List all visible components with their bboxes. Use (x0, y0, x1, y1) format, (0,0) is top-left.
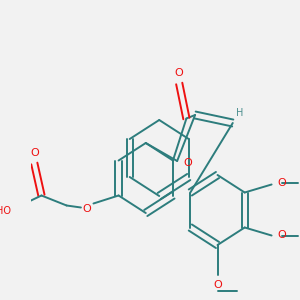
Text: O: O (82, 203, 91, 214)
Text: HO: HO (0, 206, 11, 217)
Text: O: O (277, 230, 286, 241)
Text: O: O (175, 68, 184, 79)
Text: O: O (213, 280, 222, 290)
Text: H: H (236, 108, 244, 118)
Text: O: O (184, 158, 192, 168)
Text: O: O (277, 178, 286, 188)
Text: O: O (30, 148, 39, 158)
